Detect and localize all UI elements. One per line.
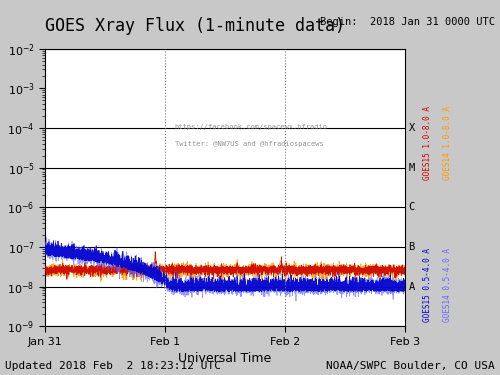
Text: X: X	[408, 123, 415, 133]
Text: Updated 2018 Feb  2 18:23:12 UTC: Updated 2018 Feb 2 18:23:12 UTC	[5, 361, 221, 371]
Text: Twitter: @NW7US and @hfradiospacews: Twitter: @NW7US and @hfradiospacews	[174, 141, 324, 147]
Text: M: M	[408, 163, 415, 172]
Text: GOES Xray Flux (1-minute data): GOES Xray Flux (1-minute data)	[45, 17, 345, 35]
Text: GOES14 0.5-4.0 A: GOES14 0.5-4.0 A	[443, 248, 452, 322]
Text: B: B	[408, 242, 415, 252]
X-axis label: Universal Time: Universal Time	[178, 352, 272, 365]
Text: A: A	[408, 282, 415, 292]
Text: Begin:  2018 Jan 31 0000 UTC: Begin: 2018 Jan 31 0000 UTC	[320, 17, 495, 27]
Text: C: C	[408, 202, 415, 212]
Text: GOES15 1.0-8.0 A: GOES15 1.0-8.0 A	[423, 105, 432, 180]
Text: GOES14 1.0-8.0 A: GOES14 1.0-8.0 A	[443, 105, 452, 180]
Text: GOES15 0.5-4.0 A: GOES15 0.5-4.0 A	[423, 248, 432, 322]
Y-axis label: Watts m⁻²: Watts m⁻²	[0, 156, 2, 219]
Text: NOAA/SWPC Boulder, CO USA: NOAA/SWPC Boulder, CO USA	[326, 361, 495, 371]
Text: https://facebook.com/spacewx.hfradio: https://facebook.com/spacewx.hfradio	[174, 124, 328, 130]
